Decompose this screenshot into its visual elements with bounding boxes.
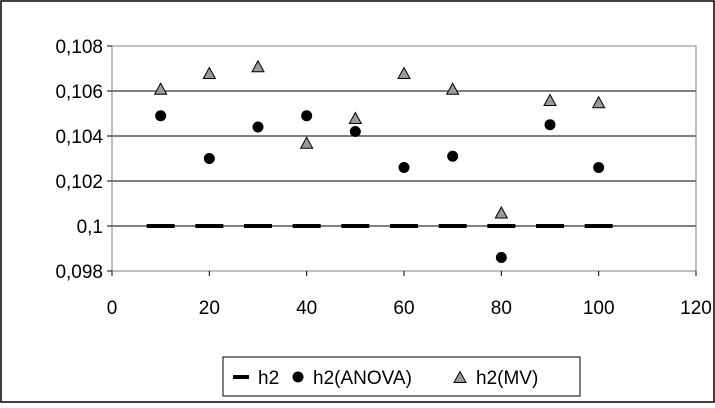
axes: 0,098 0,1 0,102 0,104 0,106 0,108 0 20 40 60 80 100…: [55, 37, 711, 319]
y-tick-label: 0,1: [77, 217, 103, 238]
data-point-triangle: [397, 66, 411, 79]
data-point-dash: [146, 224, 175, 228]
x-tick-label: 0: [107, 298, 118, 319]
x-tick-label: 40: [296, 298, 317, 319]
data-point-dash: [195, 224, 224, 228]
series-h2: [146, 224, 613, 228]
data-point-circle: [398, 162, 410, 173]
legend-box: [222, 356, 581, 397]
data-point-circle: [544, 119, 556, 131]
data-point-triangle: [494, 205, 509, 219]
data-point-triangle: [543, 93, 557, 106]
series-h2-mv-: [153, 59, 606, 219]
data-point-triangle: [445, 82, 460, 95]
x-tick-label: 80: [491, 298, 512, 319]
x-tick-label: 20: [199, 298, 220, 319]
data-point-circle: [447, 150, 459, 162]
data-point-dash: [390, 224, 418, 228]
series-marks: [146, 59, 613, 263]
data-point-circle: [349, 126, 361, 137]
y-tick-label: 0,106: [55, 82, 103, 103]
data-point-circle: [593, 162, 605, 173]
data-point-circle: [155, 110, 167, 122]
data-point-triangle: [591, 95, 606, 109]
data-point-circle: [495, 252, 507, 263]
data-point-dash: [244, 224, 272, 228]
data-point-triangle: [251, 59, 265, 73]
data-point-triangle: [299, 136, 314, 149]
legend-marker-circle: [292, 371, 304, 383]
legend-label: h2: [258, 368, 279, 389]
legend-marker-dash: [233, 375, 249, 379]
y-tick-label: 0,098: [55, 262, 103, 283]
data-point-dash: [341, 224, 370, 228]
data-point-circle: [203, 153, 215, 164]
x-tick-label: 120: [680, 298, 712, 319]
x-tick-label: 100: [583, 298, 615, 319]
data-point-dash: [536, 224, 564, 228]
data-point-dash: [487, 224, 516, 228]
data-point-circle: [301, 110, 313, 122]
data-point-circle: [252, 121, 264, 133]
legend-marker-triangle: [453, 370, 467, 383]
data-point-dash: [584, 224, 613, 228]
legend-label: h2(MV): [476, 368, 538, 389]
legend-label: h2(ANOVA): [313, 368, 412, 389]
series-h2-anova-: [155, 110, 605, 263]
data-point-triangle: [202, 66, 217, 79]
y-tick-label: 0,102: [55, 172, 103, 193]
data-point-triangle: [348, 111, 363, 124]
legend: h2 h2(ANOVA) h2(MV): [222, 356, 581, 397]
data-point-dash: [292, 224, 321, 228]
data-point-triangle: [153, 82, 168, 95]
y-tick-label: 0,108: [55, 37, 103, 58]
y-tick-label: 0,104: [55, 127, 103, 148]
x-tick-label: 60: [393, 298, 414, 319]
data-point-dash: [438, 224, 467, 228]
